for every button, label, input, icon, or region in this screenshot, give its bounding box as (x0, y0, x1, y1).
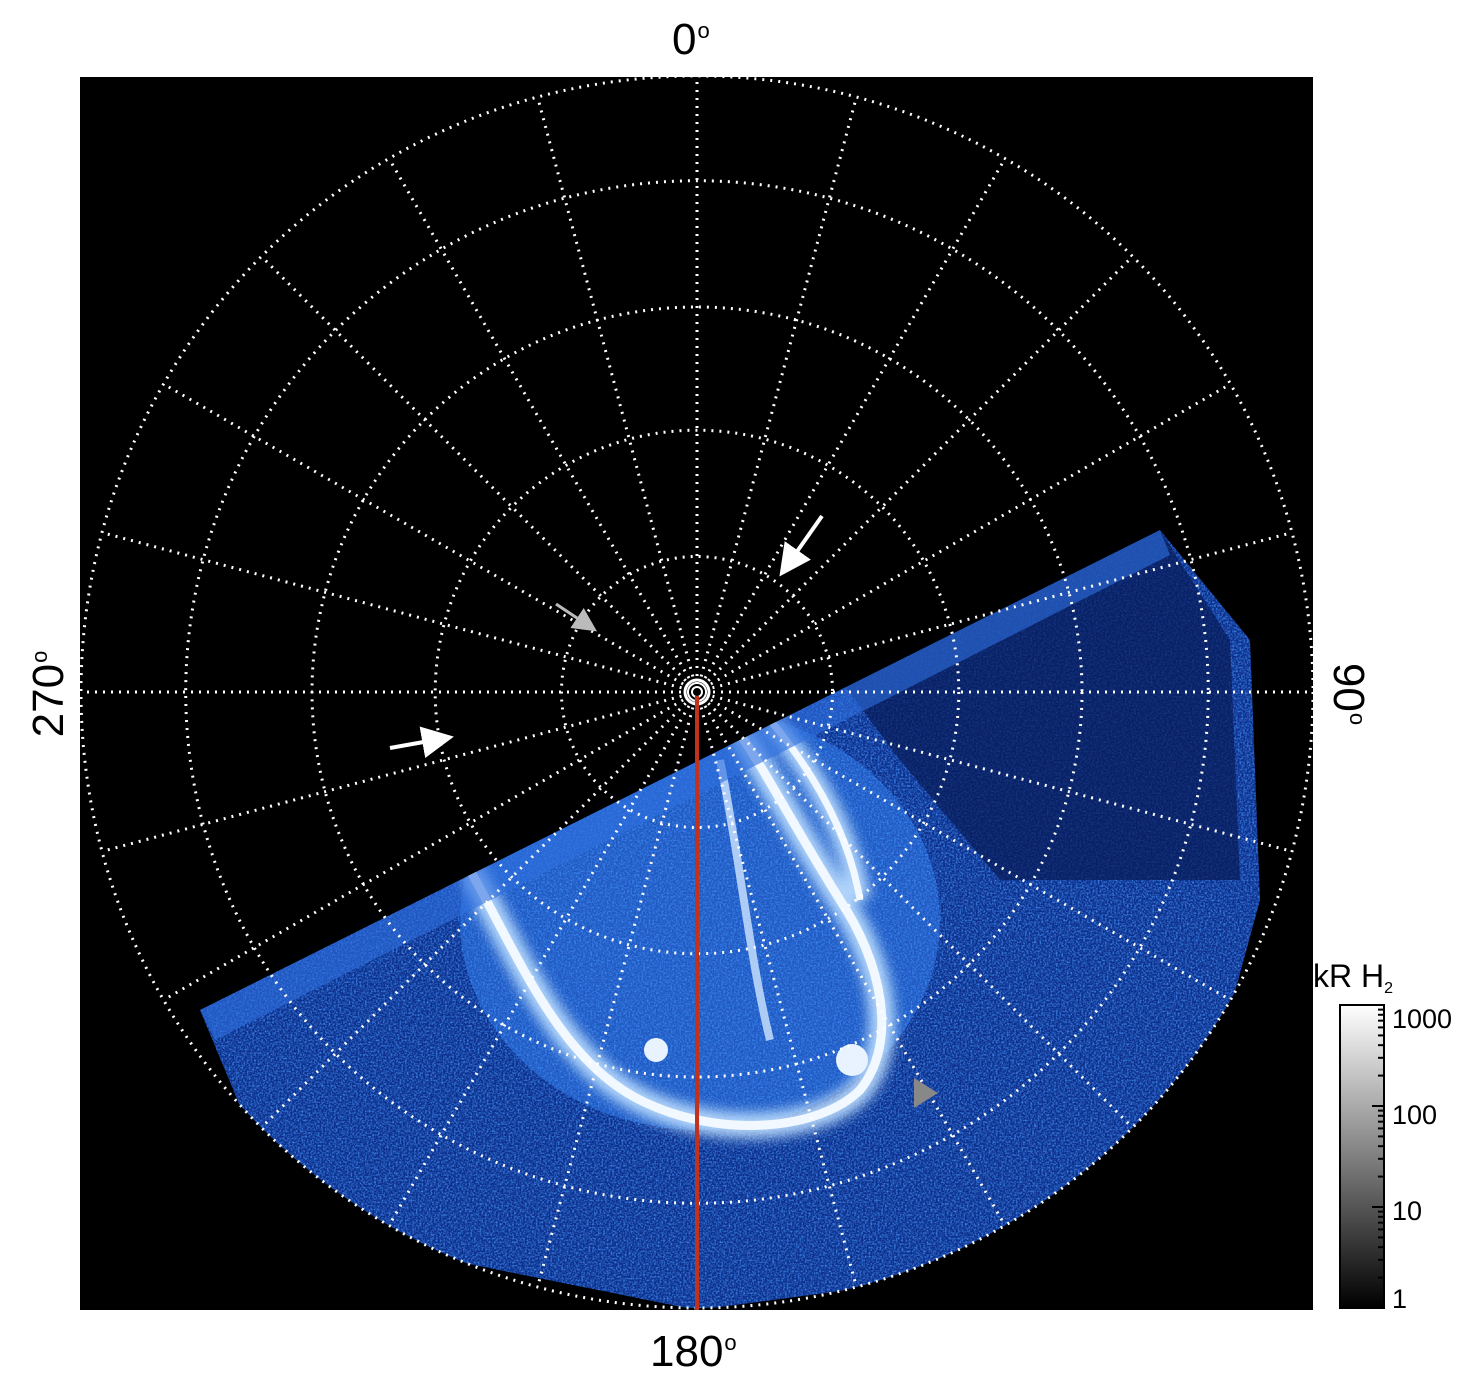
longitude-line (695, 691, 858, 1288)
axis-label-90: 90o (1324, 662, 1373, 726)
axis-label-0: 0o (672, 15, 710, 64)
longitude-line (695, 690, 1134, 1129)
longitude-line (260, 255, 699, 694)
longitude-line (695, 255, 1134, 694)
longitude-line (696, 690, 1293, 853)
latitude-circle (184, 179, 1210, 1205)
longitude-line (260, 690, 699, 1129)
longitude-line (536, 96, 699, 693)
arrow-icon (555, 602, 597, 632)
longitude-line (387, 157, 699, 693)
colorbar-tick-label: 10 (1392, 1196, 1423, 1226)
colorbar-tick-label: 1 (1392, 1284, 1408, 1314)
longitude-line (387, 691, 699, 1227)
longitude-line (536, 691, 699, 1288)
triangle-marker-icon (914, 1078, 938, 1108)
colorbar-tick-label: 100 (1392, 1100, 1438, 1130)
longitude-line (695, 691, 1007, 1227)
polar-grid (79, 74, 1315, 1310)
colorbar (1339, 1004, 1385, 1309)
longitude-line (695, 96, 858, 693)
longitude-line (696, 382, 1232, 694)
latitude-circle (433, 428, 961, 956)
longitude-line (162, 690, 698, 1002)
axis-label-270: 270o (24, 650, 73, 738)
longitude-line (696, 531, 1293, 694)
colorbar-title: kR H2 (1313, 958, 1394, 997)
colorbar-tick-label: 1000 (1392, 1004, 1453, 1034)
longitude-line (101, 531, 698, 694)
arrow-icon (389, 726, 454, 758)
latitude-circle (559, 554, 835, 830)
longitude-line (101, 690, 698, 853)
latitude-circle (79, 74, 1315, 1310)
longitude-line (696, 690, 1232, 1002)
longitude-line (695, 157, 1007, 693)
axis-label-180: 180o (650, 1327, 737, 1376)
longitude-line (162, 382, 698, 694)
arrow-icon (779, 514, 824, 577)
